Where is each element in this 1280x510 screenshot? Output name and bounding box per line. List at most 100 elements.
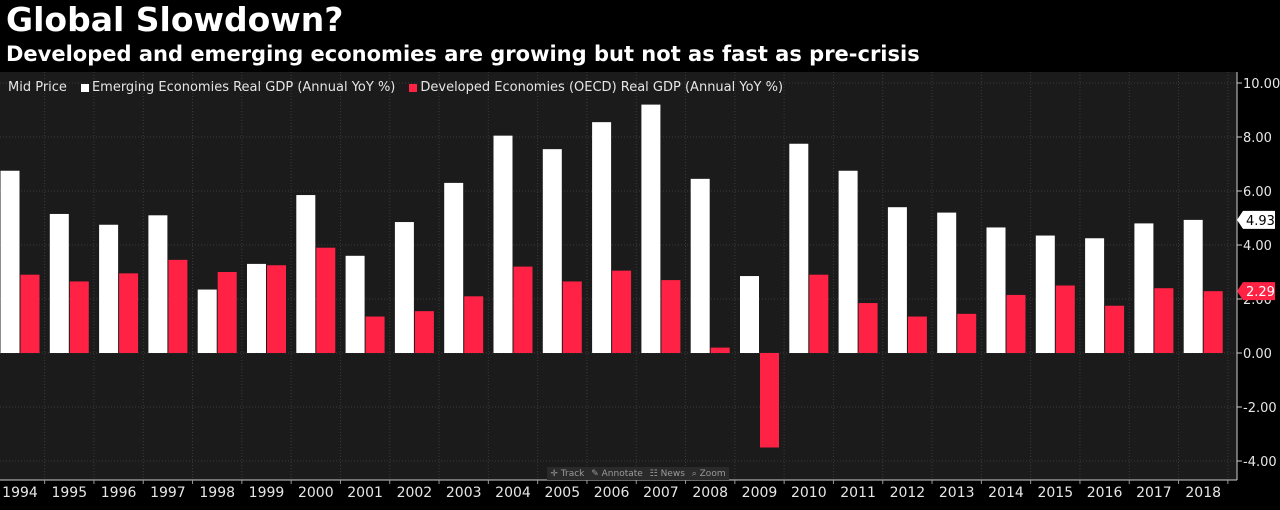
magnifier-icon: ⌕ [691, 468, 697, 479]
emerging-bar [887, 207, 907, 353]
legend-swatch-developed [409, 83, 418, 92]
x-tick-label: 2016 [1087, 485, 1123, 501]
emerging-bar [49, 213, 69, 353]
x-tick-label: 2001 [347, 485, 383, 501]
x-tick-label: 1999 [249, 485, 285, 501]
developed-bar [464, 296, 484, 353]
developed-bar [1105, 305, 1125, 353]
x-tick-label: 2009 [742, 485, 778, 501]
x-tick-label: 2000 [298, 485, 334, 501]
x-tick-label: 2005 [544, 485, 580, 501]
x-tick-label: 2004 [495, 485, 531, 501]
developed-bar [760, 353, 779, 448]
emerging-bar [838, 170, 858, 353]
x-tick-label: 2015 [1037, 485, 1073, 501]
developed-bar [809, 274, 829, 353]
x-tick-label: 2012 [890, 485, 926, 501]
x-tick-label: 2007 [643, 485, 679, 501]
y-tick-label: 10.00 [1243, 77, 1280, 92]
emerging-bar [937, 212, 957, 353]
x-tick-label: 2013 [939, 485, 975, 501]
developed-bar [316, 247, 336, 353]
emerging-bar [99, 224, 119, 353]
x-tick-label: 1996 [101, 485, 137, 501]
developed-bar [365, 316, 385, 353]
emerging-bar [197, 289, 217, 353]
emerging-last-value-tag [1237, 210, 1275, 229]
developed-bar [1055, 285, 1075, 353]
zoom-tool[interactable]: ⌕ Zoom [692, 469, 726, 479]
y-tick-label: 8.00 [1243, 131, 1272, 146]
chart-title: Global Slowdown? [6, 0, 344, 39]
x-tick-label: 1995 [51, 485, 87, 501]
x-tick-label: 2003 [446, 485, 482, 501]
x-tick-label: 2008 [692, 485, 728, 501]
developed-bar [168, 259, 188, 353]
developed-bar [20, 274, 40, 353]
emerging-bar [1134, 223, 1154, 353]
emerging-bar [0, 170, 20, 353]
emerging-bar [148, 215, 168, 353]
emerging-bar [296, 195, 316, 353]
pencil-icon: ✎ [591, 468, 599, 479]
emerging-bar [247, 263, 266, 353]
legend-label-developed: Developed Economies (OECD) Real GDP (Ann… [420, 80, 784, 95]
y-tick-label: -2.00 [1243, 401, 1277, 416]
emerging-bar [740, 276, 759, 353]
x-tick-label: 1997 [150, 485, 186, 501]
emerging-bar [345, 255, 365, 353]
annotate-tool[interactable]: ✎ Annotate [591, 469, 643, 479]
annotate-label: Annotate [601, 468, 643, 479]
developed-last-value-label: 2.29 [1246, 285, 1275, 300]
emerging-bar [592, 122, 612, 354]
developed-bar [612, 270, 632, 353]
developed-bar [69, 281, 89, 353]
developed-bar [513, 266, 533, 353]
x-tick-label: 2014 [988, 485, 1024, 501]
news-icon: ☷ [649, 468, 658, 479]
developed-bar [267, 265, 286, 353]
emerging-bar [1035, 235, 1055, 353]
developed-bar [562, 281, 582, 353]
crosshair-icon: ✛ [550, 468, 558, 479]
developed-bar [1154, 288, 1174, 353]
y-tick-label: 0.00 [1243, 347, 1272, 362]
legend-label-emerging: Emerging Economies Real GDP (Annual YoY … [91, 80, 396, 95]
developed-bar [217, 272, 237, 353]
news-label: News [660, 468, 685, 479]
x-tick-label: 2018 [1185, 485, 1221, 501]
y-tick-label: -4.00 [1243, 455, 1277, 470]
x-tick-label: 2006 [594, 485, 630, 501]
x-tick-label: 2017 [1136, 485, 1172, 501]
chart-toolbar: ✛ Track ✎ Annotate ☷ News ⌕ Zoom [547, 467, 729, 480]
emerging-bar [1085, 238, 1105, 353]
track-label: Track [560, 468, 585, 479]
emerging-bar [1183, 219, 1203, 353]
chart-subtitle: Developed and emerging economies are gro… [6, 42, 920, 66]
emerging-bar [641, 104, 661, 353]
developed-bar [907, 316, 927, 353]
x-tick-label: 1998 [199, 485, 235, 501]
emerging-bar [690, 178, 710, 353]
emerging-bar [542, 149, 562, 353]
developed-last-value-tag [1237, 282, 1275, 301]
developed-bar [1006, 294, 1026, 353]
x-tick-label: 2010 [791, 485, 827, 501]
legend-swatch-emerging [80, 83, 89, 92]
developed-bar [957, 313, 977, 353]
x-tick-label: 2002 [397, 485, 433, 501]
developed-bar [119, 273, 139, 353]
developed-bar [1203, 291, 1223, 353]
emerging-bar [493, 135, 513, 353]
track-tool[interactable]: ✛ Track [550, 469, 584, 479]
developed-bar [858, 303, 878, 353]
news-tool[interactable]: ☷ News [650, 469, 685, 479]
chart-legend: Mid Price Emerging Economies Real GDP (A… [8, 80, 783, 95]
emerging-bar [394, 222, 414, 353]
emerging-bar [789, 143, 809, 353]
developed-bar [414, 311, 434, 353]
emerging-bar [986, 227, 1006, 353]
developed-bar [661, 280, 681, 353]
y-tick-label: 4.00 [1243, 239, 1272, 254]
